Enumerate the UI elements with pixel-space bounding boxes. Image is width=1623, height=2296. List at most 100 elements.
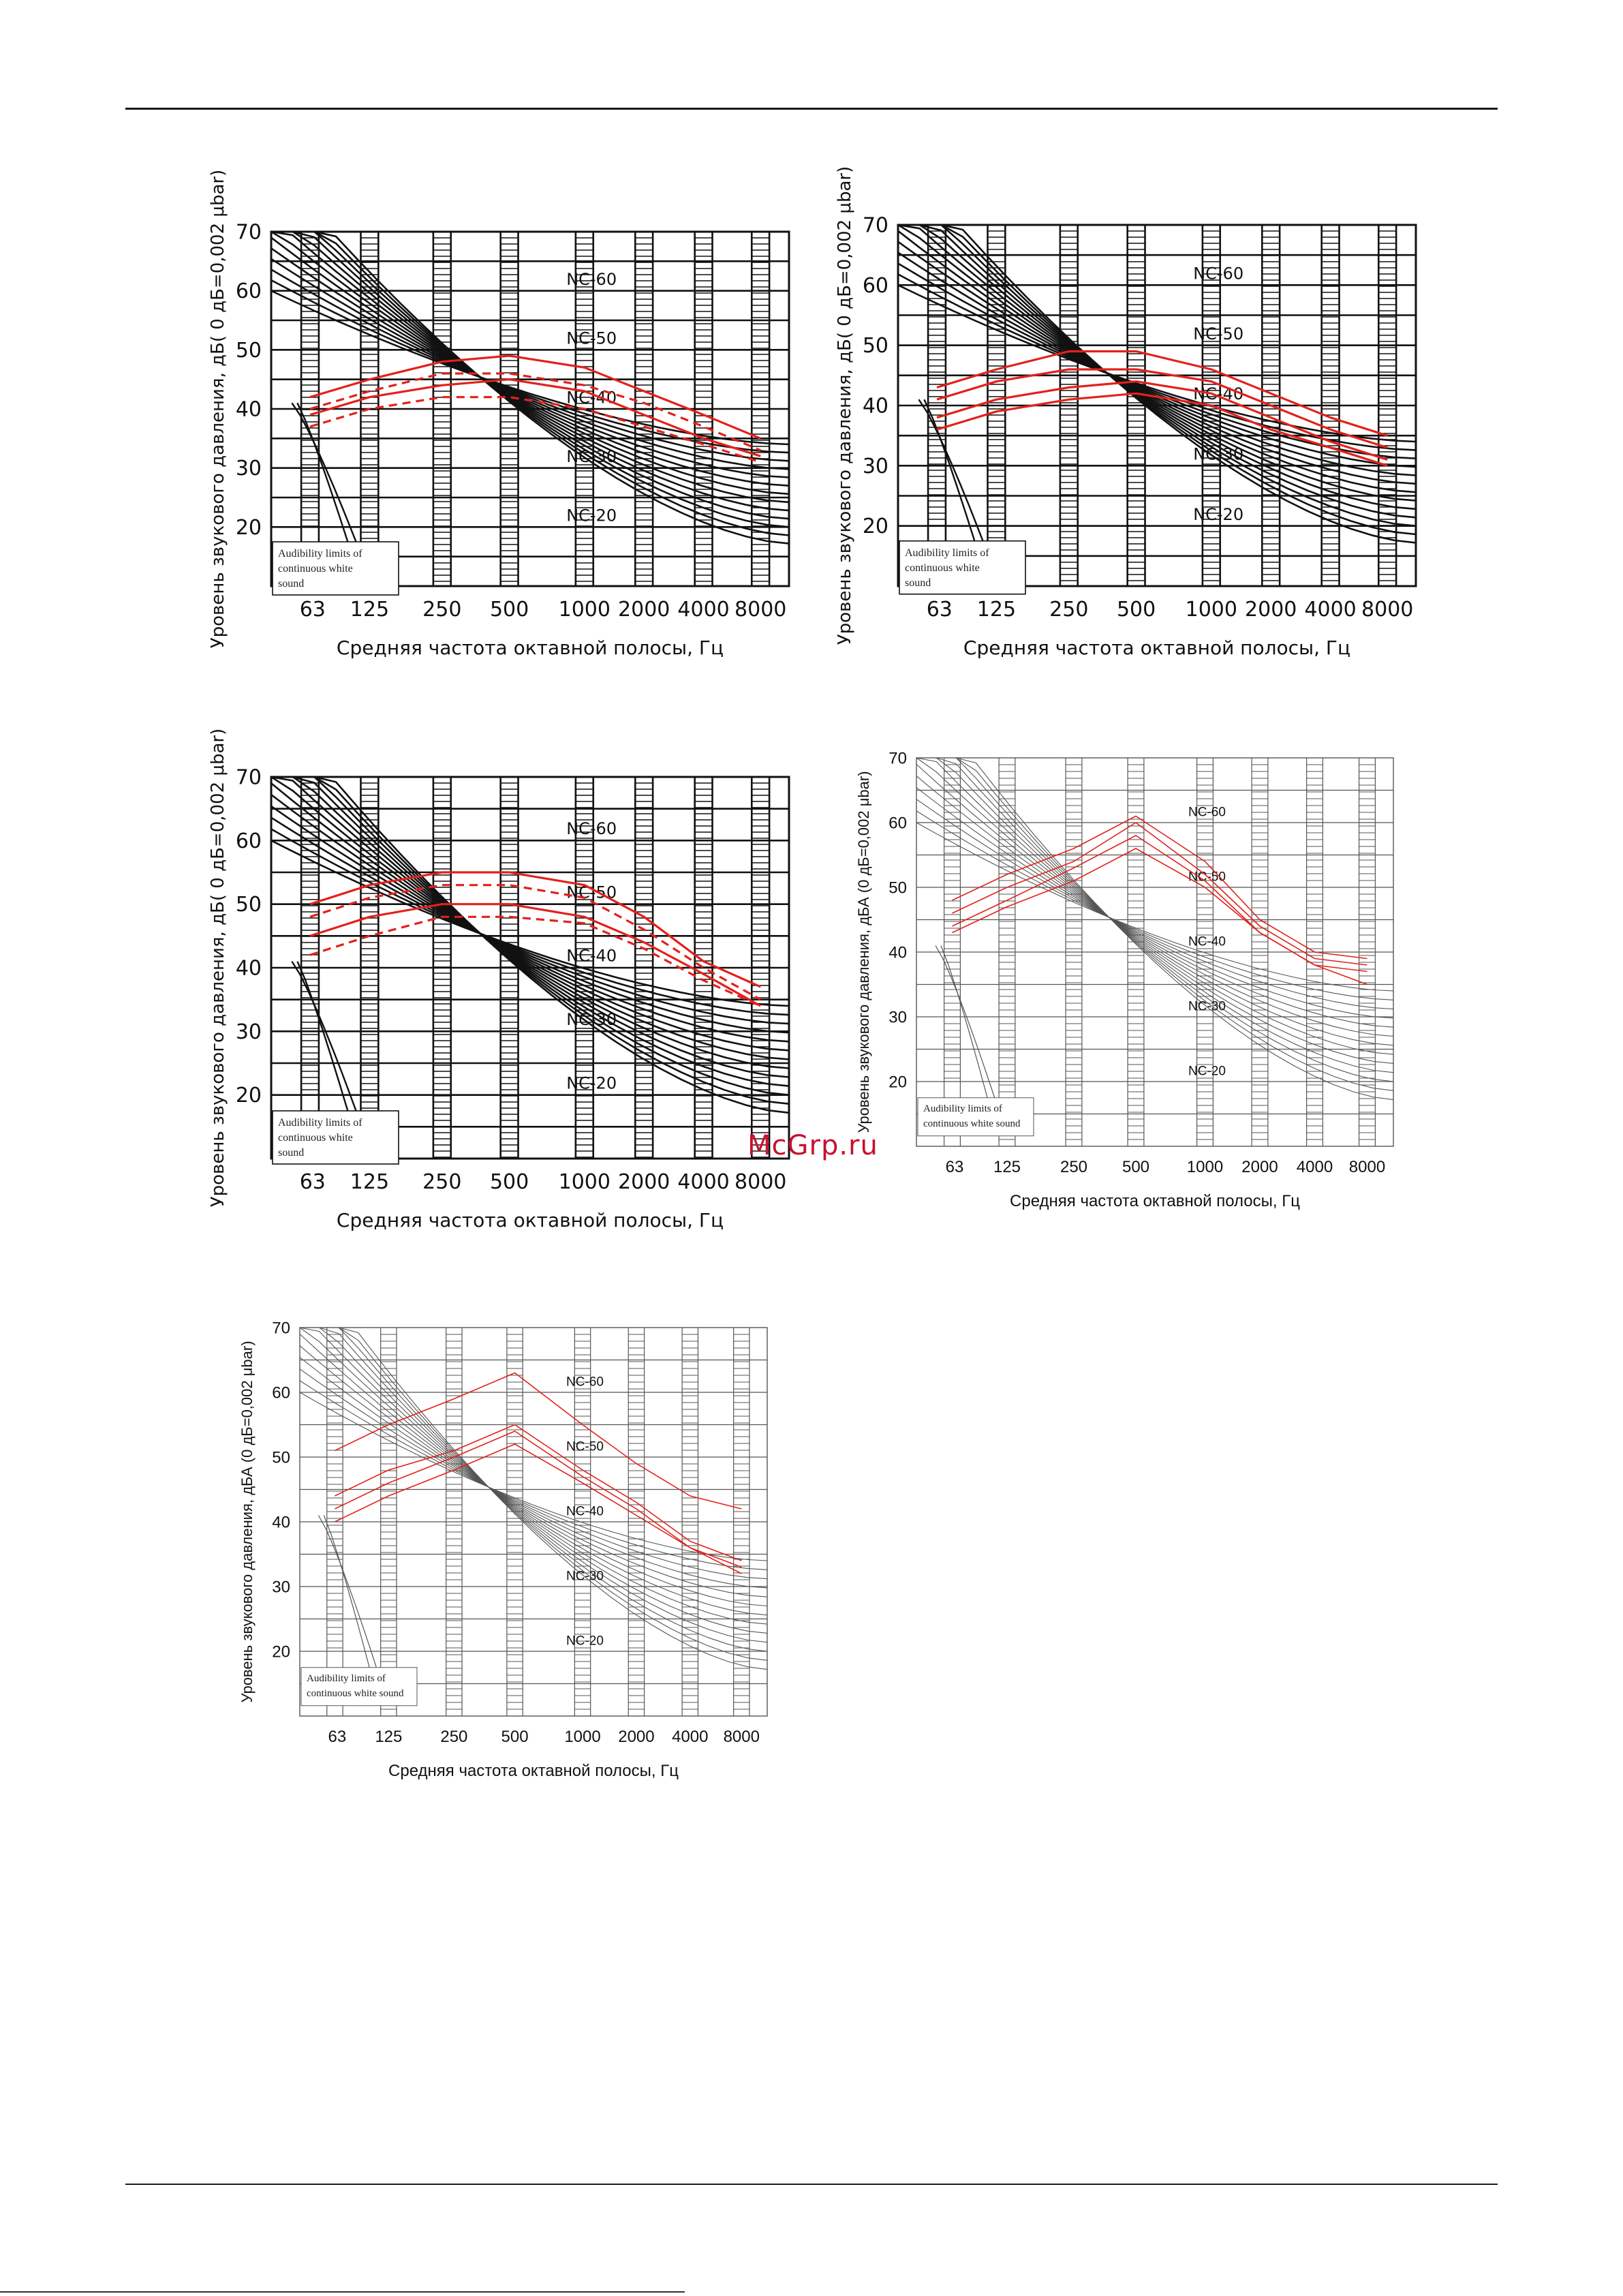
nc-curve bbox=[299, 1380, 768, 1570]
data-series-4 bbox=[952, 848, 1367, 985]
data-series-3 bbox=[335, 1430, 742, 1568]
nc-label: NC-30 bbox=[566, 447, 617, 466]
nc-curve bbox=[300, 1327, 768, 1643]
octave-band bbox=[1059, 224, 1079, 586]
audibility-curve bbox=[323, 1515, 377, 1694]
x-axis-label: Средняя частота октавной полосы, Гц bbox=[337, 637, 724, 659]
octave-band bbox=[634, 776, 654, 1159]
nc-curve bbox=[270, 816, 790, 1025]
audibility-note: Audibility limits of continuous white sou… bbox=[300, 1667, 418, 1706]
y-tick-label: 50 bbox=[236, 339, 262, 363]
data-series-4 bbox=[936, 392, 1388, 467]
svg-text:sound: sound bbox=[278, 578, 304, 590]
nc-curve bbox=[271, 776, 790, 1105]
nc-curve bbox=[300, 1327, 768, 1661]
x-tick-label: 63 bbox=[300, 1170, 326, 1194]
y-tick-label: 30 bbox=[272, 1578, 290, 1596]
nc-curve bbox=[897, 230, 1417, 485]
nc-label: NC-60 bbox=[566, 270, 617, 289]
footer-rule bbox=[0, 2291, 685, 2293]
x-tick-label: 1000 bbox=[559, 1170, 610, 1194]
nc-curve bbox=[299, 1357, 768, 1589]
nc-curve bbox=[270, 805, 790, 1034]
y-tick-label: 20 bbox=[236, 516, 262, 540]
svg-text:Audibility limits of: Audibility limits of bbox=[905, 547, 989, 559]
x-tick-label: 4000 bbox=[1304, 598, 1356, 622]
y-tick-label: 60 bbox=[888, 814, 907, 832]
x-tick-label: 2000 bbox=[618, 1170, 670, 1194]
y-tick-label: 70 bbox=[888, 749, 907, 767]
data-series-1 bbox=[309, 354, 761, 440]
svg-text:Audibility limits of: Audibility limits of bbox=[923, 1103, 1002, 1114]
y-axis-label: Уровень звукового давления, дБ( 0 дБ=0,0… bbox=[835, 166, 855, 645]
x-tick-label: 250 bbox=[440, 1728, 467, 1746]
x-tick-label: 250 bbox=[1060, 1158, 1087, 1176]
nc-label: NC-40 bbox=[566, 388, 617, 407]
data-series-4 bbox=[335, 1443, 742, 1574]
nc-curve bbox=[916, 757, 1394, 1082]
x-tick-label: 500 bbox=[1122, 1158, 1149, 1176]
nc-label: NC-30 bbox=[1193, 445, 1243, 464]
nc-curve bbox=[271, 776, 790, 1114]
y-axis-label: Уровень звукового давления, дБ( 0 дБ=0,0… bbox=[208, 729, 228, 1207]
y-tick-label: 40 bbox=[863, 395, 888, 418]
nc-curve bbox=[916, 757, 1394, 1055]
audibility-curve bbox=[291, 961, 367, 1141]
nc-curve bbox=[300, 1327, 768, 1652]
x-axis-label: Средняя частота октавной полосы, Гц bbox=[1010, 1192, 1300, 1210]
y-tick-label: 70 bbox=[272, 1319, 290, 1337]
x-tick-label: 8000 bbox=[1361, 598, 1413, 622]
data-series-1 bbox=[335, 1372, 742, 1510]
y-tick-label: 60 bbox=[236, 279, 262, 303]
octave-band bbox=[1196, 757, 1214, 1146]
data-series-2 bbox=[335, 1424, 742, 1561]
nc-curve bbox=[299, 1334, 768, 1607]
nc-curve bbox=[271, 230, 790, 545]
audibility-curve bbox=[296, 402, 356, 566]
svg-text:sound: sound bbox=[278, 1147, 304, 1159]
nc-label: NC-20 bbox=[1193, 505, 1243, 524]
data-series-2 bbox=[309, 372, 761, 452]
nc-curve bbox=[270, 279, 790, 454]
nc-curve bbox=[270, 828, 790, 1016]
x-tick-label: 8000 bbox=[724, 1728, 760, 1746]
y-tick-label: 50 bbox=[272, 1448, 290, 1467]
x-tick-label: 2000 bbox=[618, 598, 670, 622]
top-rule bbox=[125, 108, 1498, 110]
octave-band bbox=[300, 231, 320, 586]
nc-curve bbox=[916, 757, 1394, 1064]
svg-text:Audibility limits of: Audibility limits of bbox=[307, 1673, 386, 1684]
octave-band bbox=[750, 231, 771, 586]
nc-label: NC-30 bbox=[566, 1570, 604, 1584]
nc-curve bbox=[299, 1392, 768, 1561]
octave-band bbox=[446, 1327, 463, 1716]
svg-text:continuous white: continuous white bbox=[278, 563, 353, 575]
octave-band bbox=[628, 1327, 645, 1716]
nc-curve bbox=[897, 273, 1417, 451]
x-tick-label: 1000 bbox=[559, 598, 610, 622]
nc-curve bbox=[270, 290, 790, 446]
nc-curve bbox=[898, 224, 1417, 544]
x-tick-label: 1000 bbox=[1186, 598, 1237, 622]
x-tick-label: 63 bbox=[946, 1158, 964, 1176]
x-tick-label: 500 bbox=[490, 598, 529, 622]
nc-chart-1: NC-60 NC-50 NC-40 NC-30 NC-20 Audibility limi… bbox=[208, 170, 790, 659]
x-tick-label: 8000 bbox=[1349, 1158, 1385, 1176]
x-tick-label: 250 bbox=[422, 598, 461, 622]
svg-text:Audibility limits of: Audibility limits of bbox=[278, 548, 362, 560]
nc-curves bbox=[299, 1327, 768, 1670]
data-series-3 bbox=[309, 396, 761, 463]
nc-curve bbox=[916, 757, 1394, 1101]
nc-label: NC-20 bbox=[566, 1634, 604, 1649]
x-tick-label: 4000 bbox=[672, 1728, 708, 1746]
nc-label: NC-40 bbox=[1193, 384, 1243, 403]
data-series-2 bbox=[952, 822, 1367, 966]
x-tick-label: 125 bbox=[350, 598, 389, 622]
data-series-3 bbox=[936, 380, 1388, 461]
x-tick-label: 125 bbox=[977, 598, 1016, 622]
y-tick-label: 20 bbox=[272, 1642, 290, 1661]
svg-text:continuous white: continuous white bbox=[278, 1132, 353, 1144]
audibility-note: Audibility limits of continuous white soun… bbox=[899, 540, 1026, 595]
y-tick-label: 60 bbox=[272, 1383, 290, 1402]
